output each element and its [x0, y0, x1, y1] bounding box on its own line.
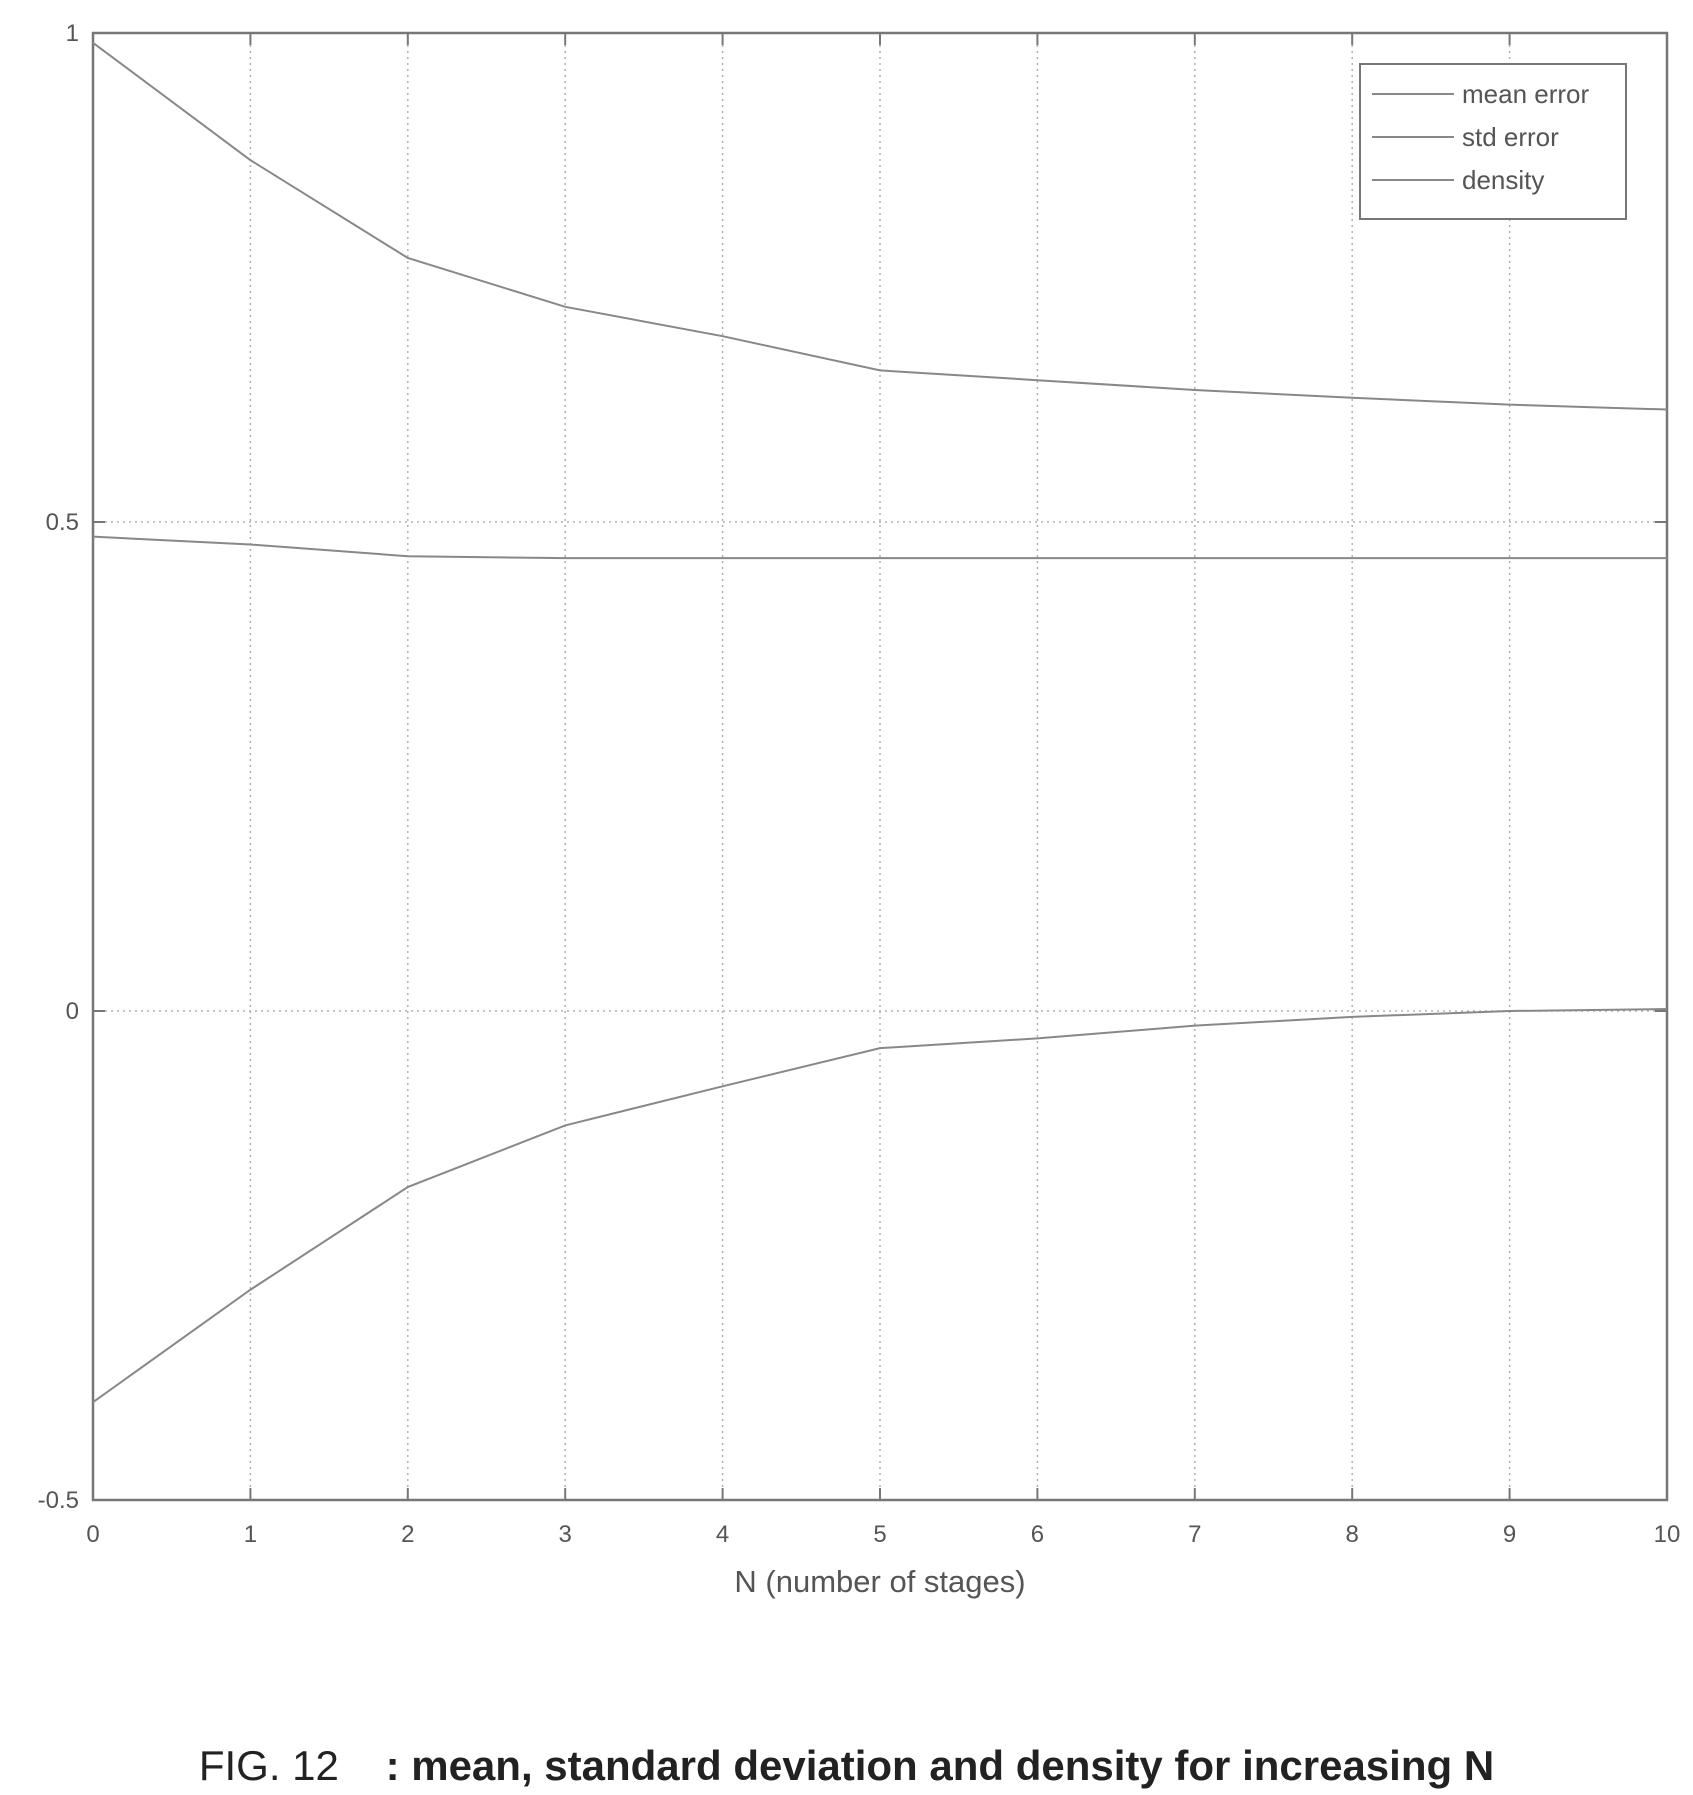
legend: mean error std error density [1359, 63, 1627, 220]
x-tick-label: 3 [559, 1521, 572, 1548]
axis-ticks [92, 32, 1668, 1501]
legend-label: mean error [1462, 79, 1589, 109]
figure-description: : mean, standard deviation and density f… [385, 1742, 1495, 1789]
legend-label: density [1462, 165, 1544, 195]
series-line-mean-error [92, 1008, 1668, 1404]
x-axis-label: N (number of stages) [734, 1564, 1025, 1599]
x-tick-label: 10 [1654, 1521, 1681, 1548]
series-line-std-error [92, 41, 1668, 411]
y-tick-label: 0.5 [46, 509, 79, 536]
x-tick-label: 0 [86, 1521, 99, 1548]
x-tick-label: 7 [1188, 1521, 1201, 1548]
y-tick-label: -0.5 [38, 1487, 79, 1514]
legend-box [1359, 63, 1627, 220]
x-tick-label: 5 [873, 1521, 886, 1548]
x-tick-label: 2 [401, 1521, 414, 1548]
x-tick-label: 8 [1346, 1521, 1359, 1548]
grid-lines [93, 33, 1667, 1500]
x-tick-label: 1 [244, 1521, 257, 1548]
x-tick-label: 6 [1031, 1521, 1044, 1548]
y-tick-label: 0 [66, 998, 79, 1025]
x-tick-labels: 0 1 2 3 4 5 6 7 8 9 10 [86, 1521, 1680, 1548]
figure-caption: FIG. 12 : mean, standard deviation and d… [0, 1742, 1693, 1790]
figure-number: FIG. 12 [198, 1742, 339, 1789]
series-layer [92, 41, 1668, 1404]
x-tick-label: 4 [716, 1521, 729, 1548]
x-tick-label: 9 [1503, 1521, 1516, 1548]
series-line-density [92, 535, 1667, 560]
legend-label: std error [1462, 122, 1559, 152]
y-tick-label: 1 [66, 20, 79, 47]
y-tick-labels: -0.5 0 0.5 1 [38, 20, 79, 1514]
